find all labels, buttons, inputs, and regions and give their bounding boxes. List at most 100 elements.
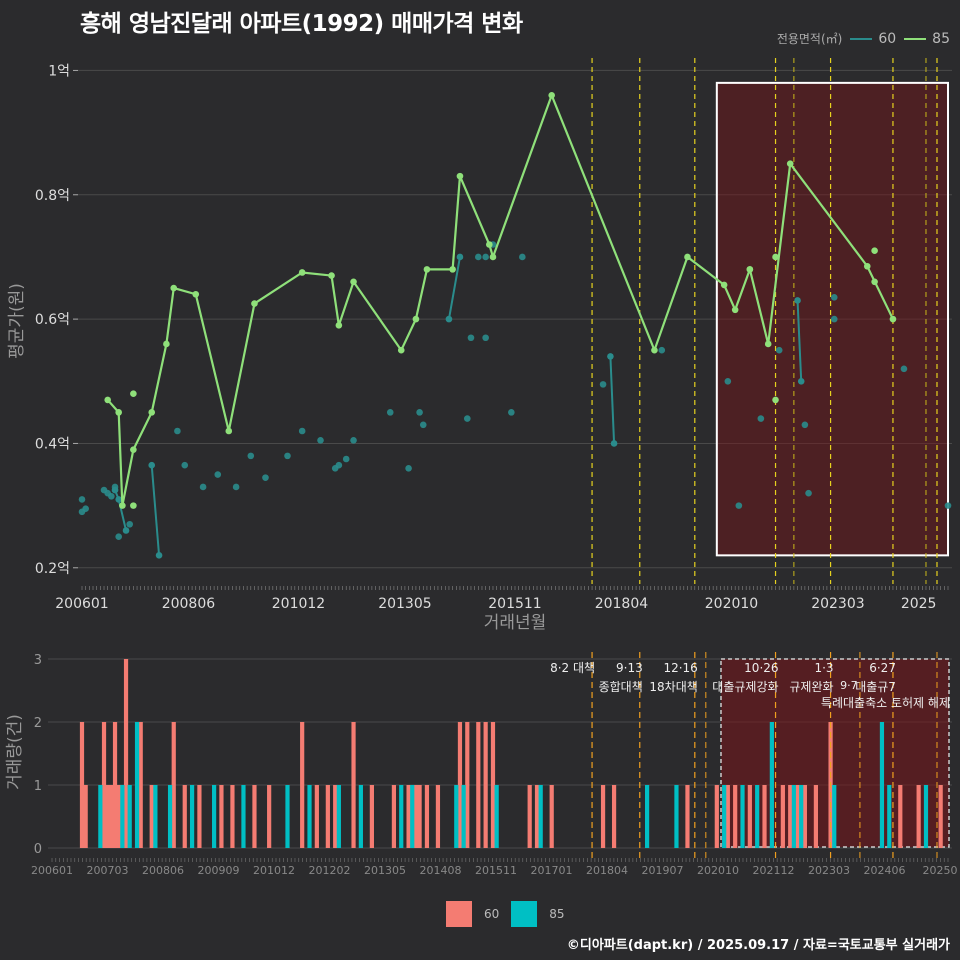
y-tick-label: 0.2억: [35, 561, 70, 577]
series-60-point: [247, 452, 255, 460]
volume-bar-85: [461, 785, 466, 848]
volume-x-tick-label: 202303: [808, 864, 850, 877]
volume-legend-item-85: 85: [511, 901, 565, 927]
volume-bar-60: [406, 785, 411, 848]
volume-bar-85: [791, 785, 796, 848]
volume-bar-60: [476, 722, 481, 848]
volume-bar-60: [109, 785, 114, 848]
volume-x-tick-label: 201012: [253, 864, 295, 877]
series-85-point: [328, 272, 335, 279]
volume-bar-60: [79, 722, 85, 848]
volume-bar-60: [747, 785, 752, 848]
volume-bar-85: [120, 785, 125, 848]
volume-legend-label-60: 60: [484, 907, 500, 921]
series-60-point: [174, 427, 181, 435]
volume-bar-85: [923, 785, 929, 848]
x-tick-label: 2025: [901, 596, 937, 612]
volume-bar-85: [410, 785, 415, 848]
volume-bar-60: [714, 785, 719, 848]
series-60-point: [115, 496, 122, 503]
volume-bar-85: [127, 785, 132, 848]
series-60-point: [475, 253, 482, 261]
x-tick-label: 201804: [595, 596, 649, 612]
series-60-point: [610, 440, 618, 447]
series-60-point: [126, 520, 134, 528]
volume-bar-60: [116, 785, 121, 848]
volume-bar-85: [336, 785, 341, 848]
x-tick-label: 201012: [272, 596, 325, 612]
volume-y-tick-label: 2: [34, 716, 42, 731]
source-caption: ©디아파트(dapt.kr) / 2025.09.17 / 자료=국토교통부 실…: [566, 938, 950, 953]
volume-x-tick-label: 201907: [642, 864, 684, 877]
volume-x-tick-label: 20250: [923, 864, 958, 877]
volume-bar-60: [733, 785, 738, 848]
volume-x-tick-label: 202112: [753, 864, 795, 877]
series-85-point: [871, 278, 878, 286]
policy-label: 대출규제강화: [712, 680, 778, 694]
policy-label: 9·13: [616, 661, 643, 675]
series-60-point: [298, 427, 306, 435]
legend-item-85: 85: [904, 31, 950, 47]
volume-bar-60: [369, 785, 374, 848]
series-60-line: [447, 256, 461, 320]
volume-bar-60: [101, 722, 107, 848]
volume-bar-60: [123, 659, 129, 848]
series-60-point: [419, 421, 427, 429]
volume-legend-label-85: 85: [549, 907, 565, 921]
series-85-point: [449, 266, 456, 273]
volume-bar-60: [938, 785, 943, 848]
volume-bar-85: [358, 785, 363, 848]
volume-x-tick-label: 201408: [420, 864, 462, 877]
legend-label-85: 85: [932, 30, 950, 47]
series-85-point: [148, 409, 156, 416]
y-tick-label: 0.8억: [35, 188, 70, 204]
policy-label: 대출규7: [855, 680, 896, 694]
volume-bar-60: [314, 785, 319, 848]
series-60-point: [416, 409, 423, 416]
volume-bar-60: [465, 722, 470, 848]
series-85-point: [225, 427, 233, 435]
series-60-point: [111, 486, 119, 494]
volume-bar-85: [399, 785, 404, 848]
series-60-point: [599, 381, 607, 388]
volume-bar-60: [417, 785, 422, 848]
volume-bar-60: [333, 785, 338, 848]
series-60-point: [900, 365, 908, 373]
series-85-point: [684, 253, 691, 261]
series-60-point: [944, 502, 952, 509]
volume-bar-85: [755, 785, 760, 848]
y-tick-label: 0.6억: [35, 312, 70, 328]
volume-bar-60: [391, 785, 397, 848]
series-60-point: [456, 253, 464, 261]
volume-x-tick-label: 201701: [531, 864, 573, 877]
series-60-point: [519, 253, 526, 261]
series-85-point: [251, 300, 258, 307]
volume-x-tick-label: 201305: [364, 864, 406, 877]
series-60-point: [181, 461, 189, 469]
series-85-point: [764, 340, 772, 348]
volume-bar-85: [674, 785, 679, 848]
series-85-point: [456, 172, 464, 180]
series-60-point: [607, 353, 614, 360]
volume-bar-85: [494, 785, 499, 848]
y-tick-label: 1억: [48, 63, 70, 79]
series-60-point: [797, 377, 805, 385]
legend-item-60: 60: [850, 31, 896, 47]
series-85-point: [130, 502, 137, 509]
series-85-point: [115, 409, 122, 416]
x-axis-title: 거래년월: [484, 613, 547, 633]
volume-bar-85: [645, 785, 650, 848]
series-60-point: [805, 489, 812, 497]
volume-bar-85: [285, 785, 290, 848]
volume-bar-85: [740, 785, 745, 848]
volume-bar-60: [413, 785, 419, 848]
volume-bar-85: [832, 785, 837, 848]
policy-label: 10·26: [744, 661, 778, 675]
policy-label: 12·16: [663, 661, 697, 675]
volume-bar-85: [887, 785, 892, 848]
volume-bar-60: [685, 785, 690, 848]
volume-bar-85: [722, 785, 727, 848]
volume-bar-60: [725, 785, 730, 848]
volume-bar-60: [325, 785, 330, 848]
